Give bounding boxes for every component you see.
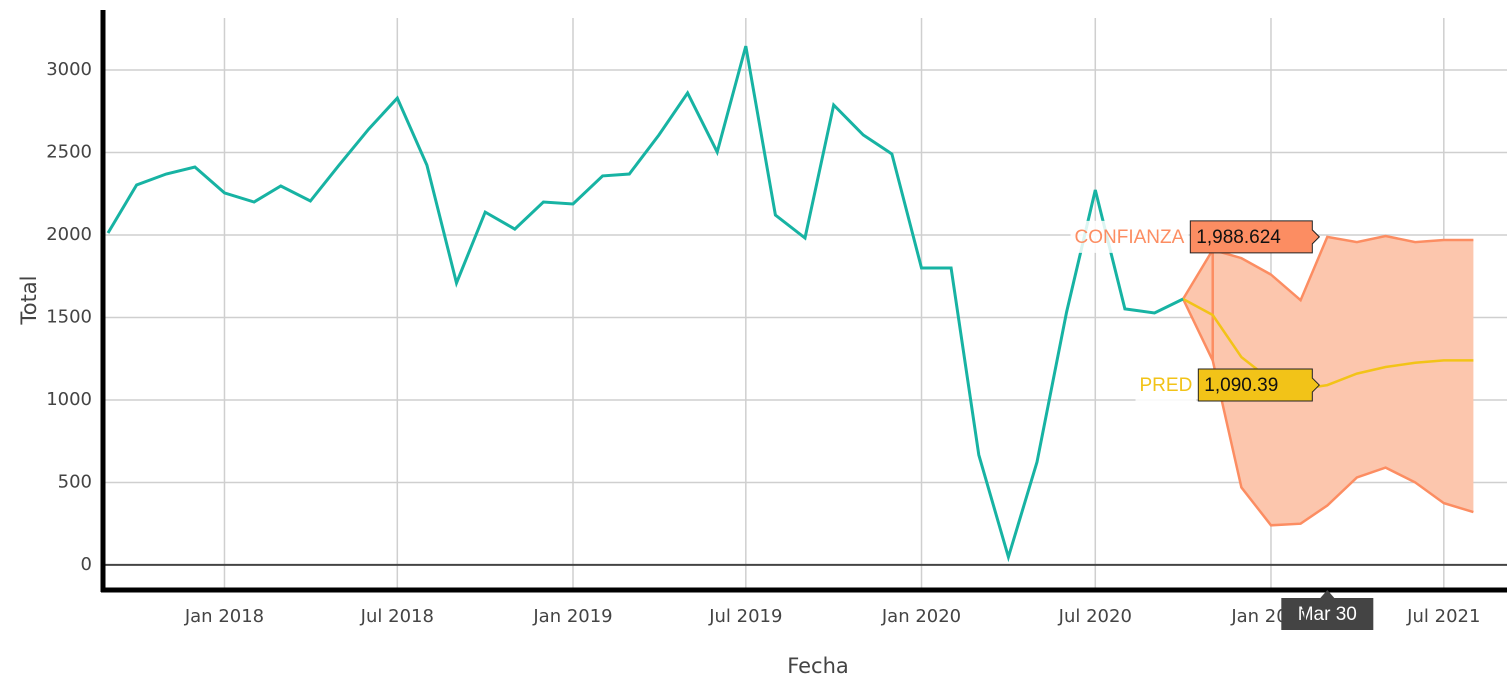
hover-x-arrow [1320,590,1335,598]
hover-value: 1,090.39 [1204,375,1278,396]
x-tick-label: Jan 2018 [184,606,264,627]
y-axis-title: Total [17,275,41,325]
hover-x-box [1281,598,1374,630]
y-tick-label: 0 [81,554,92,575]
y-tick-label: 2000 [46,224,92,245]
x-axis-title: Fecha [787,654,849,678]
y-tick-label: 2500 [46,142,92,163]
x-tick-label: Jan 2019 [532,606,612,627]
hover-box [1189,220,1321,254]
hover-value: 1,988.624 [1196,227,1281,248]
y-tick-label: 3000 [46,59,92,80]
pred-line [1182,297,1474,391]
hover-box [1197,368,1321,402]
hover-x-label: Mar 30 [1298,604,1357,625]
plot-area [106,45,1474,563]
y-tick-label: 1500 [46,306,92,327]
hover-name: PRED [1140,375,1193,396]
series-line [106,45,1184,563]
x-tick-label: Jul 2021 [1406,606,1480,627]
x-tick-label: Jul 2018 [360,606,434,627]
hover-name-bg [1070,220,1189,253]
x-tick-label: Jul 2020 [1058,606,1132,627]
band-upper [1182,234,1474,303]
y-tick-label: 500 [58,471,92,492]
x-tick-label: Jul 2019 [708,606,782,627]
y-tick-label: 1000 [46,389,92,410]
hover-layer: Mar 30 1,988.624 CONFIANZA 1,090.39 PRED [1070,220,1374,630]
band-lower [1181,298,1474,527]
x-tick-label: Jan 2021 [1230,606,1310,627]
confidence-band [1183,236,1474,526]
x-tick-label: Jan 2020 [881,606,961,627]
hover-name: CONFIANZA [1075,227,1185,248]
hover-name-bg [1135,369,1197,402]
